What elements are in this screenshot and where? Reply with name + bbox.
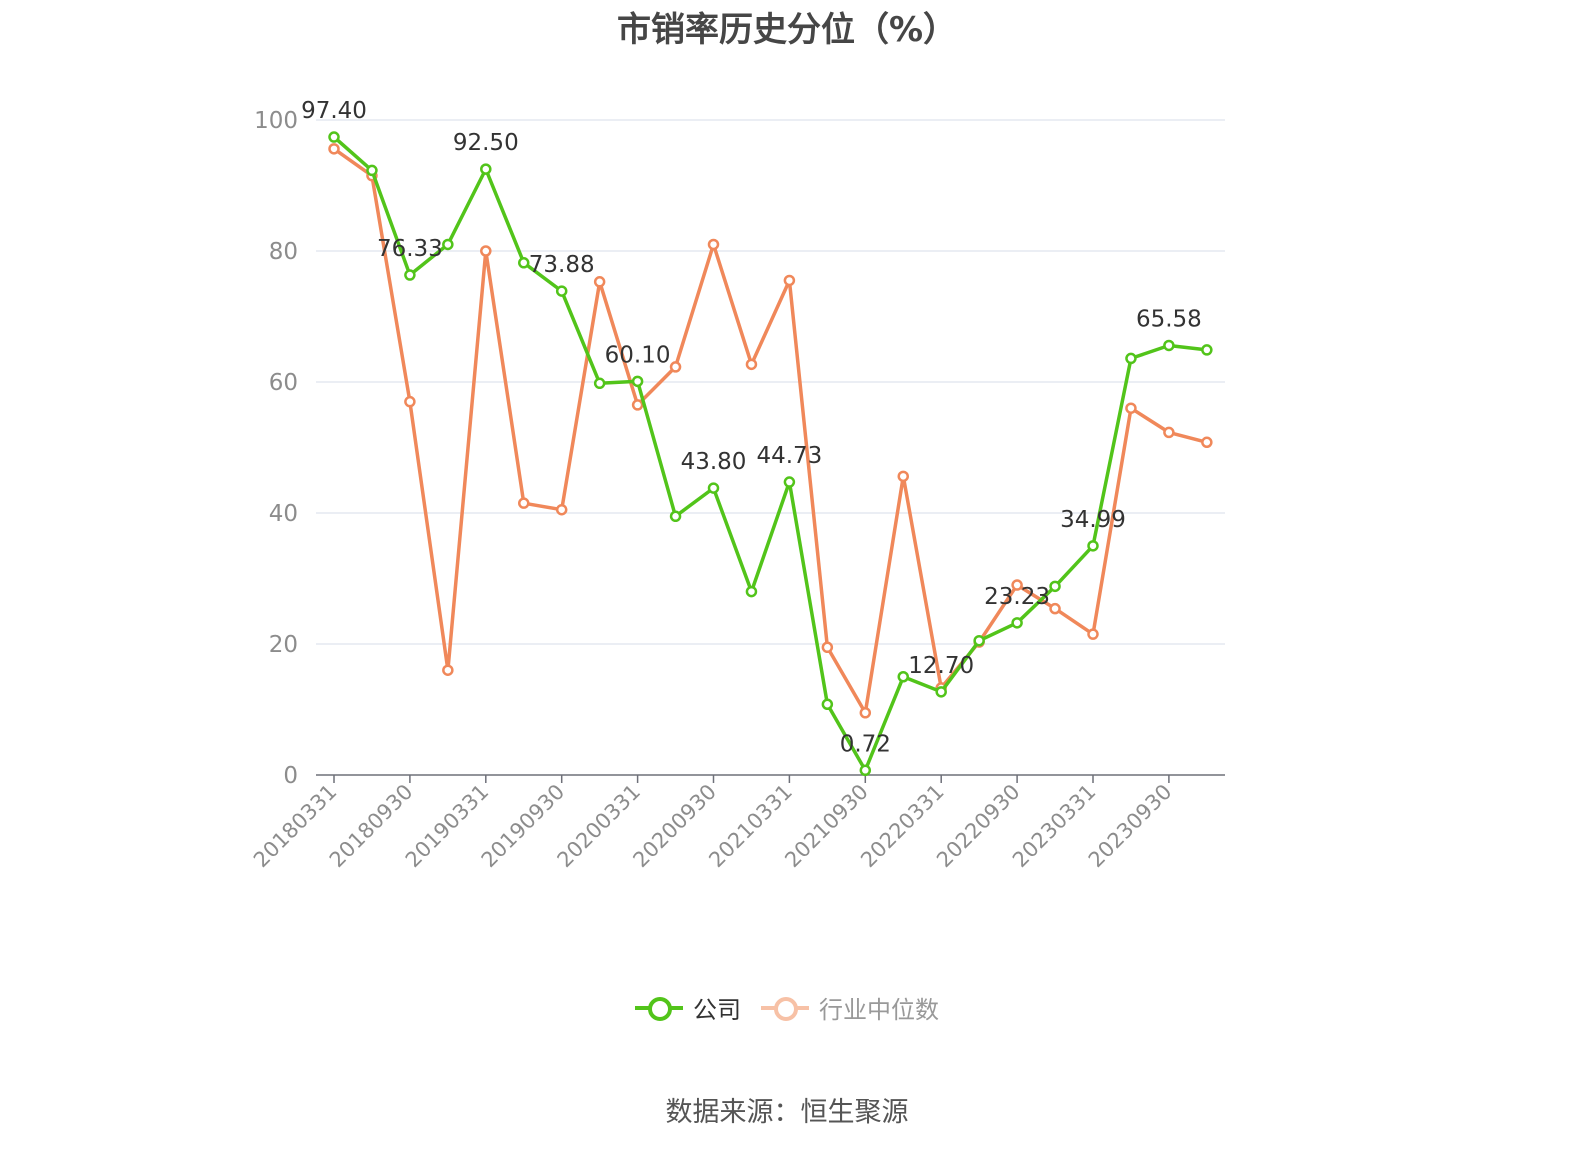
data-point-industry-median [783, 274, 796, 287]
data-label: 44.73 [756, 443, 822, 469]
x-axis: 2018033120180930201903312019093020200331… [249, 774, 1225, 873]
legend-item-industry-median[interactable]: 行业中位数 [761, 990, 939, 1025]
legend-label-company: 公司 [693, 996, 741, 1024]
y-tick-label: 80 [269, 239, 298, 265]
series-line-industry-median [332, 147, 1208, 715]
data-point-company [745, 585, 758, 598]
data-point-industry-median [1049, 602, 1061, 615]
data-point-industry-median [897, 470, 909, 483]
data-point-industry-median [1087, 628, 1099, 640]
data-point-industry-median [1125, 402, 1137, 414]
data-point-industry-median [745, 358, 758, 371]
y-tick-label: 40 [269, 501, 298, 527]
legend-item-company[interactable]: 公司 [635, 990, 741, 1025]
data-point-company [518, 257, 530, 269]
data-point-industry-median [669, 361, 682, 373]
data-point-industry-median [859, 707, 872, 719]
data-label: 0.72 [840, 731, 891, 757]
data-point-company [631, 375, 644, 388]
data-point-company [555, 285, 568, 297]
data-point-company [897, 671, 909, 683]
data-point-industry-median [1201, 436, 1213, 449]
data-point-company [442, 238, 454, 251]
data-point-industry-median [404, 395, 416, 408]
data-point-industry-median [707, 238, 720, 251]
data-point-company [935, 686, 947, 698]
data-point-industry-median [555, 503, 568, 516]
y-tick-label: 0 [283, 763, 298, 789]
y-tick-label: 20 [269, 632, 298, 658]
data-point-company [1011, 617, 1023, 629]
data-label: 65.58 [1136, 306, 1202, 332]
legend-swatch-company [635, 996, 683, 1021]
y-tick-label: 100 [254, 108, 298, 134]
data-point-industry-median [821, 641, 834, 654]
data-point-company [669, 510, 682, 523]
y-tick-label: 60 [269, 370, 298, 396]
line-chart: 0 20 40 60 80 100 201803312018093020190331201… [249, 98, 1225, 873]
data-point-industry-median [1163, 426, 1175, 439]
source-note: 数据来源：恒生聚源 [665, 1097, 909, 1128]
data-point-industry-median [442, 664, 454, 676]
data-label: 92.50 [453, 130, 519, 156]
legend: 公司 行业中位数 [0, 990, 1574, 1025]
data-point-company [480, 163, 492, 175]
data-point-company [1201, 344, 1213, 356]
legend-label-industry-median: 行业中位数 [819, 996, 939, 1024]
data-point-company [366, 164, 378, 177]
data-point-company [404, 269, 416, 281]
data-point-company [973, 634, 985, 647]
data-label: 43.80 [681, 449, 747, 475]
chart-title: 市销率历史分位（%） [616, 10, 958, 50]
series-line-company [332, 135, 1208, 773]
data-point-company [593, 377, 606, 390]
legend-swatch-industry-median [761, 996, 809, 1021]
data-label: 73.88 [529, 252, 595, 278]
x-tick-label: 20230930 [1084, 780, 1177, 873]
y-axis: 0 20 40 60 80 100 [254, 108, 298, 789]
data-point-company [328, 131, 340, 143]
data-point-company [783, 476, 796, 488]
data-point-industry-median [480, 245, 492, 257]
data-label: 34.99 [1060, 507, 1126, 533]
data-point-industry-median [518, 497, 530, 509]
data-label: 76.33 [377, 236, 443, 262]
data-point-industry-median [631, 399, 644, 411]
data-label: 97.40 [301, 98, 367, 124]
data-point-company [1163, 339, 1175, 352]
data-point-company [859, 764, 872, 777]
data-point-industry-median [1011, 579, 1023, 591]
data-point-company [1087, 540, 1099, 552]
data-point-company [821, 698, 834, 711]
data-point-company [1125, 352, 1137, 365]
data-label: 23.23 [984, 584, 1050, 610]
data-point-company [1049, 580, 1061, 593]
gridlines [316, 119, 1225, 645]
series-layer [328, 131, 1213, 777]
data-labels: 97.40 76.33 92.50 73.88 60.10 43.80 44.73 0.72 1… [301, 98, 1202, 757]
data-label: 12.70 [908, 653, 974, 679]
data-point-industry-median [328, 143, 340, 155]
data-point-industry-median [593, 276, 606, 288]
data-label: 60.10 [605, 342, 671, 368]
data-point-company [707, 482, 720, 494]
